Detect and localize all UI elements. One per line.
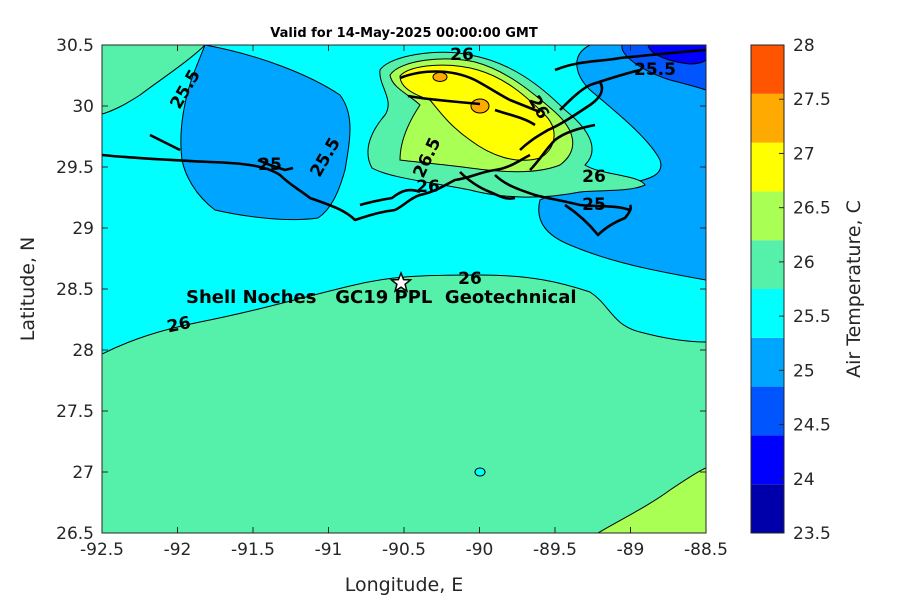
contour-label: 25 [582,195,606,215]
x-axis: -92.5 -92 -91.5 -91 -90.5 -90 -89.5 -89 -88.5 [80,45,728,560]
x-tick-label: -89.5 [533,540,577,560]
colorbar-tick-label: 24 [793,470,815,490]
x-tick-label: -91.5 [231,540,275,560]
x-tick-label: -90 [466,540,494,560]
contour-label: 26 [458,269,482,289]
colorbar-tick-label: 25.5 [793,307,831,327]
region-small-cell [474,467,486,477]
colorbar-swatch [751,240,784,289]
x-tick-label: -89 [617,540,645,560]
colorbar-tick-label: 26 [793,253,815,273]
y-tick-label: 27.5 [56,402,94,422]
y-tick-label: 30 [72,97,94,117]
colorbar-label: Air Temperature, C [843,200,865,378]
colorbar-swatch [751,435,784,485]
contour-label: 26 [416,177,440,197]
colorbar-swatch [751,386,784,436]
y-tick-label: 27 [72,463,94,483]
x-tick-label: -90.5 [382,540,426,560]
colorbar-tick-label: 25 [793,361,815,381]
chart-title: Valid for 14-May-2025 00:00:00 GMT [270,26,538,41]
coastline [102,48,706,237]
y-axis-label: Latitude, N [17,237,39,342]
contour-field: 26 25.5 25.5 26 26.5 26 26 25 25 25.5 26… [102,45,706,533]
y-tick-label: 28 [72,341,94,361]
y-tick-label: 29 [72,219,94,239]
colorbar-frame [750,44,785,534]
x-tick-label: -92.5 [80,540,124,560]
colorbar-swatch [751,191,784,241]
y-tick-label: 28.5 [56,280,94,300]
colorbar-swatch [751,289,784,338]
site-label: Shell Noches GC19 PPL Geotechnical [186,287,577,308]
colorbar-swatch [751,337,784,387]
colorbar-tick-label: 26.5 [793,199,831,219]
region-27p5-28-a [432,72,448,82]
contour-label: 26 [582,167,606,187]
contour-label: 26 [165,313,192,337]
colorbar-tick-label: 23.5 [793,524,831,544]
contour-label: 25 [258,155,282,175]
colorbar-tick-label: 28 [793,36,815,56]
y-tick-label: 26.5 [56,524,94,544]
colorbar-swatch [751,93,784,143]
colorbar-swatch [751,484,784,533]
y-axis: 26.5 27 27.5 28 28.5 29 29.5 30 30.5 [56,36,706,544]
x-tick-label: -91 [315,540,343,560]
colorbar-swatch [751,45,784,94]
colorbar-tick-label: 24.5 [793,416,831,436]
contour-label: 25.5 [634,60,676,80]
colorbar-tick-label: 27.5 [793,90,831,110]
region-24-24p5-ne [647,45,706,65]
region-27p5-28-b [470,98,490,114]
contour-label: 26 [450,45,474,65]
y-tick-label: 29.5 [56,158,94,178]
x-tick-label: -92 [164,540,192,560]
x-axis-label: Longitude, E [345,574,464,596]
colorbar: 23.5 24 24.5 25 25.5 26 26.5 27 27.5 28 [750,36,831,544]
colorbar-tick-label: 27 [793,144,815,164]
y-tick-label: 30.5 [56,36,94,56]
colorbar-swatch [751,142,784,192]
region-26p5-27-se [597,467,706,533]
x-tick-label: -88.5 [684,540,728,560]
region-26-26p5-nw [102,45,206,115]
